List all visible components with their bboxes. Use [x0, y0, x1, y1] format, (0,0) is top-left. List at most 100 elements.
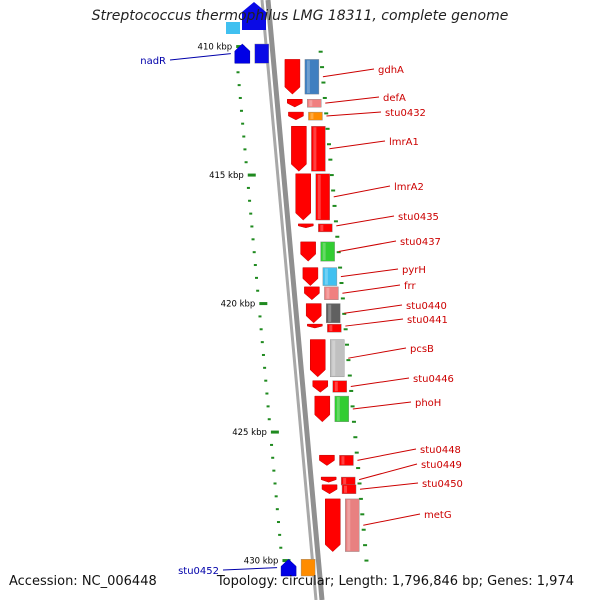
partial-feature: [226, 22, 240, 34]
cog-box-frr: [324, 286, 339, 300]
minor-tick-right: [339, 282, 344, 285]
minor-tick-right: [357, 482, 362, 485]
minor-tick-right: [333, 220, 338, 223]
minor-tick-right: [336, 251, 341, 254]
cog-box-phoH: [334, 395, 350, 422]
minor-tick-right: [364, 559, 369, 562]
gene-arrow-stu0446: [312, 380, 329, 393]
gene-label-stu0448: stu0448: [420, 445, 461, 456]
backbone-shadow: [260, 0, 318, 600]
minor-tick-right: [324, 112, 329, 115]
minor-tick-left: [271, 456, 275, 459]
tick-label: 430 kbp: [244, 557, 279, 567]
cog-box-lmrA1: [311, 126, 326, 172]
cog-box-shine: [324, 268, 328, 285]
minor-tick-left: [276, 521, 280, 524]
gene-leader-line: [348, 347, 407, 359]
minor-tick-right: [329, 174, 334, 177]
cog-box-gdhA: [304, 59, 320, 95]
gene-label-lmrA1: lmrA1: [389, 137, 419, 148]
minor-tick-right: [326, 143, 331, 146]
gene-arrow-stu0450: [321, 484, 338, 495]
minor-tick-right: [340, 297, 345, 300]
minor-tick-left: [259, 328, 263, 331]
genome-title: Streptococcus thermophilus LMG 18311, co…: [91, 8, 509, 24]
gene-leader-line: [352, 401, 412, 410]
gene-leader-line: [326, 111, 382, 117]
minor-tick-right: [331, 189, 336, 192]
gene-leader-line: [329, 140, 386, 150]
minor-tick-left: [241, 122, 245, 125]
minor-tick-right: [353, 436, 358, 439]
cog-box-shine: [310, 113, 314, 120]
gene-label-phoH: phoH: [415, 398, 441, 409]
minor-tick-right: [351, 420, 356, 423]
minor-tick-left: [264, 379, 268, 382]
partial-forward-arrow: [242, 2, 266, 30]
minor-tick-right: [361, 528, 366, 531]
minor-tick-left: [251, 238, 255, 241]
gene-leader-line: [322, 68, 375, 78]
minor-tick-left: [242, 135, 246, 138]
cog-box-shine: [328, 304, 332, 322]
minor-tick-right: [320, 66, 325, 69]
gene-leader-line: [342, 284, 401, 294]
minor-tick-right: [325, 127, 330, 130]
minor-tick-left: [249, 212, 253, 215]
minor-tick-left: [275, 508, 279, 511]
gene-label-stu0441: stu0441: [407, 315, 448, 326]
minor-tick-left: [239, 109, 243, 112]
gene-arrow-gdhA: [284, 59, 301, 95]
cog-box-shine: [334, 381, 338, 392]
gene-arrow-stu0449: [320, 476, 337, 483]
gene-leader-line: [350, 377, 410, 387]
gene-arrow-pcsB: [309, 339, 326, 378]
minor-tick-left: [244, 161, 248, 164]
minor-tick-right: [358, 497, 363, 500]
gene-arrow-stu0448: [319, 454, 335, 466]
gene-arrow-lmrA1: [291, 125, 307, 172]
cog-box-shine: [317, 174, 321, 220]
gene-leader-line: [359, 463, 418, 481]
cog-box-shine: [320, 224, 324, 231]
minor-tick-right: [346, 359, 351, 362]
major-tick: [282, 559, 291, 563]
gene-leader-line: [222, 567, 278, 571]
minor-tick-left: [272, 469, 276, 472]
cog-box-stu0432: [308, 111, 323, 121]
cog-box-defA: [307, 99, 322, 108]
gene-label-gdhA: gdhA: [378, 65, 404, 76]
minor-tick-right: [363, 544, 368, 547]
cog-box-stu0440: [325, 303, 341, 324]
minor-tick-right: [335, 235, 340, 238]
cog-box-stu0441: [327, 323, 342, 333]
tick-label: 410 kbp: [198, 43, 233, 53]
minor-tick-right: [349, 389, 354, 392]
minor-tick-right: [318, 50, 323, 53]
cog-box-shine: [309, 100, 313, 107]
cog-box-nadR: [254, 43, 270, 64]
minor-tick-right: [347, 374, 352, 377]
minor-tick-right: [350, 405, 355, 408]
gene-arrow-frr: [304, 286, 320, 301]
major-tick: [259, 302, 268, 306]
gene-leader-line: [338, 240, 397, 253]
cog-box-stu0448: [339, 455, 354, 466]
gene-label-stu0437: stu0437: [400, 237, 441, 248]
gene-arrow-lmrA2: [295, 173, 311, 221]
gene-arrow-stu0437: [300, 241, 316, 262]
cog-box-shine: [336, 397, 340, 421]
minor-tick-left: [248, 199, 252, 202]
minor-tick-right: [345, 343, 350, 346]
gene-leader-line: [363, 513, 421, 526]
accession-label: Accession: NC_006448: [9, 574, 157, 589]
gene-label-metG: metG: [424, 510, 452, 521]
gene-leader-line: [325, 96, 380, 104]
gene-label-lmrA2: lmrA2: [394, 182, 424, 193]
cog-box-stu0452: [300, 559, 316, 577]
gene-leader-line: [336, 215, 395, 227]
cog-box-metG: [345, 498, 360, 552]
minor-tick-left: [267, 418, 271, 421]
minor-tick-left: [236, 71, 240, 74]
